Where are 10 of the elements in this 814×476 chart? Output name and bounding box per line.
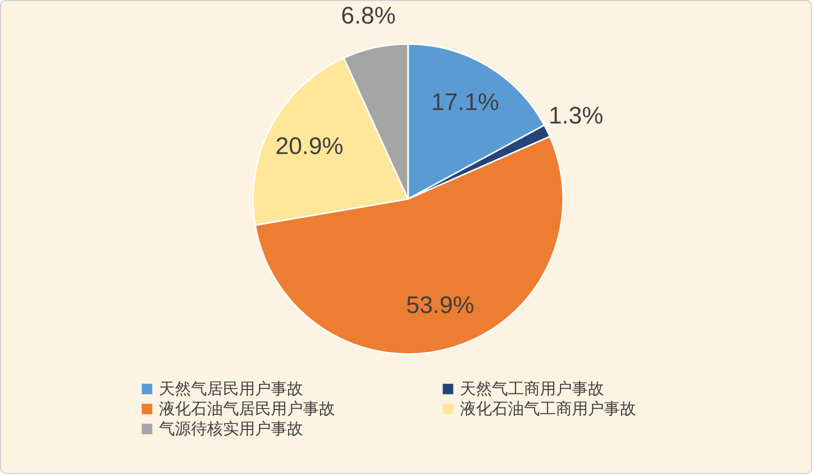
data-label: 1.3% (548, 102, 604, 130)
data-label: 20.9% (275, 132, 344, 160)
legend-label: 液化石油气工商用户事故 (460, 399, 636, 418)
legend-label: 天然气工商用户事故 (460, 379, 604, 398)
data-label: 6.8% (341, 2, 396, 30)
legend-label: 天然气居民用户事故 (159, 379, 303, 398)
data-label: 17.1% (431, 89, 500, 116)
data-label: 53.9% (406, 292, 474, 319)
legend-label: 气源待核实用户事故 (159, 419, 303, 438)
legend-label: 液化石油气居民用户事故 (159, 399, 335, 418)
